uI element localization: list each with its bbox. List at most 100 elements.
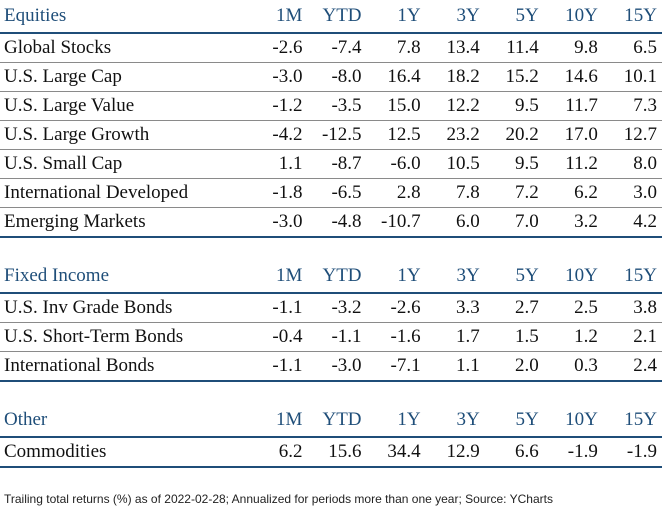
return-value: 2.7 bbox=[515, 297, 539, 318]
return-value: 3.8 bbox=[633, 297, 657, 318]
return-value: 6.2 bbox=[278, 441, 303, 462]
column-header: 3Y bbox=[456, 409, 480, 430]
table-row: U.S. Large Growth -4.2 -12.5 12.5 23.2 20.2 17… bbox=[0, 121, 662, 150]
return-value: 6.2 bbox=[574, 182, 598, 203]
return-value: 13.4 bbox=[446, 37, 480, 58]
section-spacer bbox=[0, 381, 662, 404]
return-value: 1.1 bbox=[278, 153, 303, 174]
section-spacer bbox=[0, 237, 662, 260]
return-value: -3.5 bbox=[331, 95, 362, 116]
return-value: -7.1 bbox=[390, 355, 421, 376]
return-value: -10.7 bbox=[381, 211, 421, 232]
table-row: U.S. Small Cap 1.1 -8.7 -6.0 10.5 9.5 11.2 8.0 bbox=[0, 150, 662, 179]
return-value: 6.0 bbox=[455, 211, 480, 232]
return-value: 1.5 bbox=[515, 326, 539, 347]
column-header: 1M bbox=[276, 5, 303, 26]
return-value: 7.3 bbox=[633, 95, 657, 116]
table-row: U.S. Large Cap -3.0 -8.0 16.4 18.2 15.2 14.6 10… bbox=[0, 63, 662, 92]
return-value: 12.7 bbox=[623, 124, 657, 145]
return-value: 12.9 bbox=[446, 441, 480, 462]
return-value: 7.8 bbox=[396, 37, 421, 58]
asset-class-name: U.S. Large Growth bbox=[4, 124, 150, 145]
column-header: 15Y bbox=[624, 5, 657, 26]
column-header: YTD bbox=[322, 265, 362, 286]
return-value: 15.6 bbox=[328, 441, 362, 462]
column-header: 3Y bbox=[456, 265, 480, 286]
column-header: 1M bbox=[276, 265, 303, 286]
return-value: 16.4 bbox=[387, 66, 421, 87]
return-value: 9.8 bbox=[574, 37, 598, 58]
return-value: -0.4 bbox=[272, 326, 303, 347]
return-value: -1.9 bbox=[626, 441, 657, 462]
spacer-cell bbox=[0, 237, 662, 260]
column-header: 10Y bbox=[565, 5, 598, 26]
asset-class-name: Emerging Markets bbox=[4, 211, 146, 232]
asset-class-name: U.S. Large Value bbox=[4, 95, 135, 116]
return-value: 7.0 bbox=[515, 211, 539, 232]
column-header: 5Y bbox=[515, 409, 539, 430]
return-value: -3.0 bbox=[272, 211, 303, 232]
column-header: 1Y bbox=[397, 265, 421, 286]
section-title: Equities bbox=[4, 5, 67, 26]
column-header: 15Y bbox=[624, 409, 657, 430]
return-value: 34.4 bbox=[387, 441, 421, 462]
return-value: -3.0 bbox=[331, 355, 362, 376]
footnote: Trailing total returns (%) as of 2022-02… bbox=[4, 492, 553, 506]
section-header-row: Fixed Income 1M YTD 1Y 3Y 5Y 10Y 15Y bbox=[0, 260, 662, 293]
column-header: YTD bbox=[322, 409, 362, 430]
return-value: 17.0 bbox=[564, 124, 598, 145]
return-value: -1.1 bbox=[331, 326, 362, 347]
return-value: 0.3 bbox=[574, 355, 598, 376]
table-body: Equities 1M YTD 1Y 3Y 5Y 10Y 15Y Global Stocks -2… bbox=[0, 5, 662, 467]
return-value: -8.0 bbox=[331, 66, 362, 87]
return-value: -7.4 bbox=[331, 37, 362, 58]
return-value: -2.6 bbox=[272, 37, 303, 58]
return-value: -4.8 bbox=[331, 211, 362, 232]
return-value: 7.2 bbox=[515, 182, 539, 203]
column-header: 5Y bbox=[515, 5, 539, 26]
table-row: U.S. Short-Term Bonds -0.4 -1.1 -1.6 1.7 1.5 1… bbox=[0, 323, 662, 352]
column-header: 15Y bbox=[624, 265, 657, 286]
return-value: -1.1 bbox=[272, 297, 303, 318]
section-header-row: Other 1M YTD 1Y 3Y 5Y 10Y 15Y bbox=[0, 404, 662, 437]
return-value: 8.0 bbox=[633, 153, 657, 174]
return-value: -12.5 bbox=[321, 124, 362, 145]
return-value: 10.1 bbox=[623, 66, 657, 87]
return-value: 10.5 bbox=[446, 153, 480, 174]
asset-class-name: International Developed bbox=[4, 182, 189, 203]
return-value: 9.5 bbox=[515, 95, 539, 116]
asset-class-name: Global Stocks bbox=[4, 37, 112, 58]
return-value: 7.8 bbox=[455, 182, 480, 203]
return-value: -1.6 bbox=[390, 326, 421, 347]
return-value: 2.1 bbox=[633, 326, 657, 347]
return-value: 2.5 bbox=[574, 297, 598, 318]
return-value: -4.2 bbox=[272, 124, 303, 145]
return-value: 2.0 bbox=[515, 355, 539, 376]
section-title: Fixed Income bbox=[4, 265, 110, 286]
return-value: 3.0 bbox=[633, 182, 657, 203]
return-value: -1.8 bbox=[272, 182, 303, 203]
return-value: -3.0 bbox=[272, 66, 303, 87]
return-value: 9.5 bbox=[515, 153, 539, 174]
return-value: 6.6 bbox=[515, 441, 539, 462]
column-header: 3Y bbox=[456, 5, 480, 26]
return-value: -1.9 bbox=[567, 441, 598, 462]
table-row: Global Stocks -2.6 -7.4 7.8 13.4 11.4 9.8 6.5 bbox=[0, 33, 662, 63]
return-value: 2.8 bbox=[396, 182, 421, 203]
table-row: U.S. Large Value -1.2 -3.5 15.0 12.2 9.5 11.7 7… bbox=[0, 92, 662, 121]
return-value: 1.2 bbox=[574, 326, 598, 347]
column-header: 10Y bbox=[565, 409, 598, 430]
return-value: -2.6 bbox=[390, 297, 421, 318]
column-header: YTD bbox=[322, 5, 362, 26]
table-row: International Developed -1.8 -6.5 2.8 7.8 7.2… bbox=[0, 179, 662, 208]
return-value: 11.7 bbox=[565, 95, 598, 116]
return-value: 6.5 bbox=[633, 37, 657, 58]
return-value: 14.6 bbox=[564, 66, 598, 87]
return-value: 20.2 bbox=[505, 124, 539, 145]
table-row: Emerging Markets -3.0 -4.8 -10.7 6.0 7.0 3.2 4.… bbox=[0, 208, 662, 237]
spacer-cell bbox=[0, 381, 662, 404]
return-value: 11.4 bbox=[506, 37, 539, 58]
returns-table: Equities 1M YTD 1Y 3Y 5Y 10Y 15Y Global Stocks -2… bbox=[0, 5, 662, 467]
asset-class-name: U.S. Small Cap bbox=[4, 153, 123, 174]
asset-class-name: U.S. Short-Term Bonds bbox=[4, 326, 184, 347]
